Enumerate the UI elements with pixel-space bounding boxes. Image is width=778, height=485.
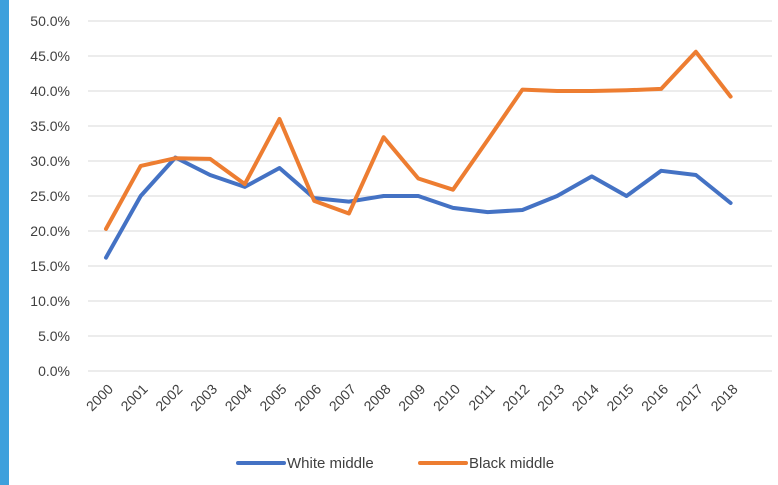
y-tick-label: 15.0%	[30, 258, 70, 274]
y-tick-label: 35.0%	[30, 118, 70, 134]
x-tick-label: 2009	[395, 381, 428, 414]
x-tick-label: 2006	[291, 381, 324, 414]
series-line-black-middle	[104, 49, 733, 231]
y-tick-label: 25.0%	[30, 188, 70, 204]
x-axis-tick-labels: 2000 2001 2002 2003 2004 2005 2006 2007 2008 2009…	[83, 381, 741, 414]
y-tick-label: 0.0%	[38, 363, 70, 379]
y-tick-label: 40.0%	[30, 83, 70, 99]
x-tick-label: 2007	[326, 381, 359, 414]
x-tick-label: 2014	[569, 381, 602, 414]
y-tick-label: 30.0%	[30, 153, 70, 169]
x-tick-label: 2001	[117, 381, 150, 414]
x-tick-label: 2018	[707, 381, 740, 414]
gridlines	[88, 20, 772, 372]
x-tick-label: 2017	[673, 381, 706, 414]
x-tick-label: 2012	[499, 381, 532, 414]
x-tick-label: 2000	[83, 381, 116, 414]
x-tick-label: 2013	[534, 381, 567, 414]
x-tick-label: 2015	[603, 381, 636, 414]
x-tick-label: 2002	[152, 381, 185, 414]
x-tick-label: 2011	[465, 381, 498, 414]
y-tick-label: 10.0%	[30, 293, 70, 309]
left-accent-bar	[0, 0, 9, 485]
x-tick-label: 2005	[256, 381, 289, 414]
series-lines	[104, 49, 733, 260]
x-tick-label: 2008	[360, 381, 393, 414]
legend-label-black-middle: Black middle	[469, 455, 554, 472]
y-tick-label: 5.0%	[38, 328, 70, 344]
legend: White middle Black middle	[236, 455, 554, 472]
x-tick-label: 2010	[430, 381, 463, 414]
y-tick-label: 50.0%	[30, 13, 70, 29]
y-tick-label: 20.0%	[30, 223, 70, 239]
x-tick-label: 2003	[187, 381, 220, 414]
series-line-white-middle	[104, 155, 733, 260]
y-axis-tick-labels: 0.0% 5.0% 10.0% 15.0% 20.0% 25.0% 30.0% 35.0% 40…	[30, 13, 70, 379]
legend-label-white-middle: White middle	[287, 455, 374, 472]
x-tick-label: 2004	[222, 381, 255, 414]
y-tick-label: 45.0%	[30, 48, 70, 64]
x-tick-label: 2016	[638, 381, 671, 414]
